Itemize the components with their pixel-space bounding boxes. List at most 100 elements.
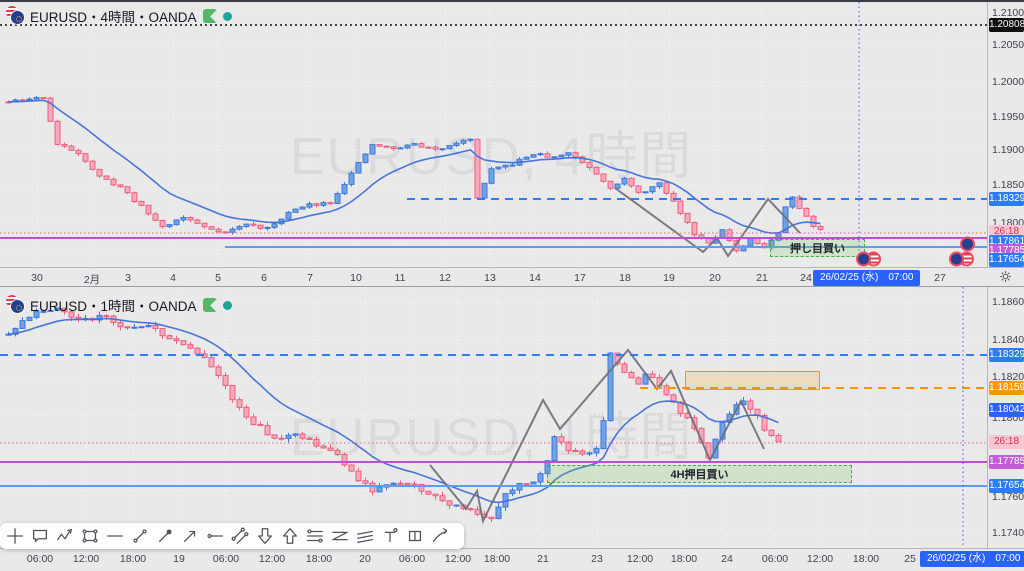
gridlines — [0, 2, 987, 267]
pair-flag-marker[interactable] — [856, 251, 882, 268]
arrow-up-marker-icon[interactable] — [277, 524, 302, 548]
data-status-icon[interactable] — [222, 300, 232, 310]
candlestick-canvas-top[interactable] — [0, 2, 1024, 267]
pair-flag-marker[interactable] — [949, 251, 975, 268]
time-axis-label: 27 — [934, 272, 946, 284]
price-scale-label: 1.18400 — [992, 334, 1024, 346]
time-axis-label: 21 — [756, 272, 768, 284]
time-axis-label: 24 — [800, 272, 812, 284]
price-badge-1-17785: 1.17785 — [989, 455, 1024, 469]
time-axis-label: 12:00 — [806, 553, 834, 565]
scale-settings-gear-icon[interactable] — [999, 270, 1012, 288]
fixed-range-box-icon[interactable] — [402, 524, 427, 548]
price-scale-label: 1.20500 — [992, 39, 1024, 51]
time-axis-label: 12:00 — [444, 553, 472, 565]
data-status-icon[interactable] — [222, 11, 232, 21]
time-axis-label: 3 — [125, 272, 131, 284]
price-badge-1-17654: 1.17654 — [989, 253, 1024, 267]
chart-panel-top: EURUSD, 4時間押し目買いEURUSD・4時間・OANDA1.210001… — [0, 2, 1024, 287]
time-axis-label: 12 — [439, 272, 451, 284]
date-marker-badge: 26/02/25 (水) 07:00 — [920, 551, 1024, 567]
chart-plot-area[interactable]: EURUSD, 4時間 押し目買い EURUSD・4時間・OANDA — [0, 2, 1024, 267]
parallel-channel-icon[interactable] — [227, 524, 252, 548]
eu-flag-icon — [856, 251, 871, 267]
flat-top-bottom-channel-icon[interactable] — [302, 524, 327, 548]
rectangle-drawing-icon[interactable] — [77, 524, 102, 548]
regression-trend-icon[interactable] — [352, 524, 377, 548]
ma-line[interactable] — [8, 317, 779, 504]
date-text: 26/02/25 (水) — [927, 553, 986, 564]
time-axis[interactable]: 06:00 12:00 18:00 19 06:00 12:00 18:00 20 06:00 1… — [0, 548, 1024, 571]
time-axis[interactable]: 30 2月 3 4 5 6 7 10 11 12 13 14 17 18 19 20 21 24 27 26/02/2… — [0, 267, 1024, 287]
buy-zone-label: 押し目買い — [790, 243, 845, 255]
symbol-title[interactable]: EURUSD・1時間・OANDA — [30, 299, 197, 314]
time-axis-label: 20 — [359, 553, 371, 565]
price-scale[interactable]: 1.21000 1.20500 1.20000 1.19500 1.19000 1.185… — [987, 2, 1024, 286]
horizontal-line-icon[interactable] — [102, 524, 127, 548]
horizontal-ray-icon[interactable] — [202, 524, 227, 548]
price-note-icon[interactable] — [377, 524, 402, 548]
arrow-drawing-icon[interactable] — [177, 524, 202, 548]
buy-zone-annotation[interactable]: 押し目買い — [770, 239, 865, 257]
text-callout-icon[interactable] — [27, 524, 52, 548]
eu-flag-icon — [949, 251, 964, 267]
time-axis-label: 12:00 — [72, 553, 100, 565]
ma-line[interactable] — [8, 99, 821, 234]
time-axis-label: 18:00 — [119, 553, 147, 565]
time-axis-label: 2月 — [83, 274, 101, 286]
supply-zone-box[interactable] — [685, 371, 820, 390]
date-marker-badge: 26/02/25 (水) 07:00 — [813, 270, 921, 286]
candles — [5, 306, 782, 523]
price-scale-label: 1.21000 — [992, 7, 1024, 19]
buy-zone-annotation[interactable]: 4H押目買い — [547, 465, 852, 483]
price-badge-1-18329: 1.18329 — [989, 348, 1024, 362]
price-badge-1-18042: 1.18042 — [989, 403, 1024, 417]
time-axis-label: 7 — [307, 272, 313, 284]
eu-flag-mini-icon — [11, 300, 24, 313]
time-axis-label: 23 — [591, 553, 603, 565]
candlestick-canvas-bottom[interactable] — [0, 287, 1024, 548]
price-scale[interactable]: 1.186001.184001.182001.180001.176001.174… — [987, 287, 1024, 548]
market-status-icon[interactable] — [202, 298, 217, 312]
time-axis-label: 18:00 — [670, 553, 698, 565]
time-axis-label: 06:00 — [26, 553, 54, 565]
price-scale-label: 1.20000 — [992, 76, 1024, 88]
time-axis-label: 19 — [173, 553, 185, 565]
time-axis-label: 30 — [31, 272, 43, 284]
time-axis-label: 17 — [574, 272, 586, 284]
market-status-icon[interactable] — [202, 9, 217, 23]
pair-logo-icon — [6, 6, 24, 24]
price-badge-1-18329: 1.18329 — [989, 192, 1024, 206]
time-axis-label: 18:00 — [852, 553, 880, 565]
crosshair-icon[interactable] — [2, 524, 27, 548]
symbol-header: EURUSD・4時間・OANDA — [6, 6, 232, 26]
price-scale-label: 1.19000 — [992, 144, 1024, 156]
zigzag-drawing-icon[interactable] — [52, 524, 77, 548]
price-badge-1-20808: 1.20808 — [989, 18, 1024, 32]
time-axis-label: 14 — [529, 272, 541, 284]
eu-flag-icon — [960, 236, 975, 252]
price-scale-label: 1.19500 — [992, 111, 1024, 123]
time-axis-label: 21 — [537, 553, 549, 565]
trend-line-arrow-icon[interactable] — [152, 524, 177, 548]
trend-line-icon[interactable] — [127, 524, 152, 548]
pair-flag-marker[interactable] — [955, 236, 981, 253]
chart-plot-area[interactable]: EURUSD, 1時間 4H押目買い EURUSD・1時間・OANDA — [0, 287, 1024, 548]
panel-separator[interactable] — [0, 286, 1024, 287]
candles — [5, 95, 824, 253]
time-axis-label: 20 — [709, 272, 721, 284]
price-scale-label: 1.17400 — [992, 527, 1024, 539]
eu-flag-mini-icon — [11, 11, 24, 24]
time-axis-label: 18 — [619, 272, 631, 284]
price-scale-label: 1.18200 — [992, 371, 1024, 383]
brush-icon[interactable] — [427, 524, 452, 548]
symbol-title[interactable]: EURUSD・4時間・OANDA — [30, 10, 197, 25]
arrow-down-marker-icon[interactable] — [252, 524, 277, 548]
drawing-toolbar — [0, 523, 464, 549]
zigzag-indicator[interactable] — [429, 348, 765, 525]
disjoint-channel-icon[interactable] — [327, 524, 352, 548]
time-text: 07:00 — [888, 272, 914, 283]
time-axis-label: 06:00 — [212, 553, 240, 565]
time-axis-label: 06:00 — [761, 553, 789, 565]
